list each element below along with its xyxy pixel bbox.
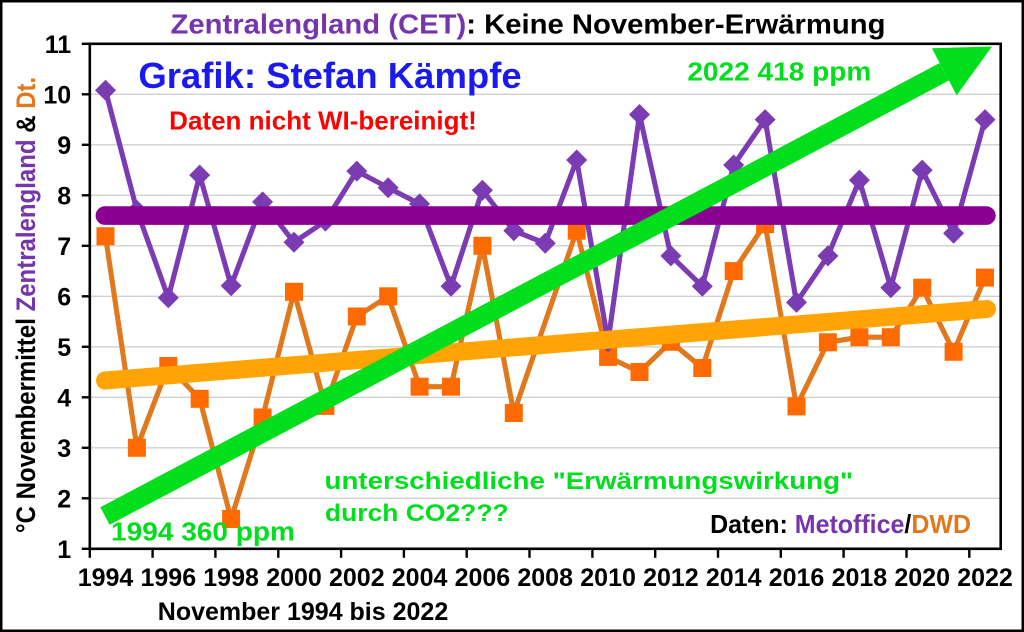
svg-text:2016: 2016 bbox=[769, 564, 825, 592]
svg-text:2018: 2018 bbox=[832, 564, 888, 592]
svg-text:2010: 2010 bbox=[580, 564, 636, 592]
svg-text:2008: 2008 bbox=[517, 564, 573, 592]
svg-text:1996: 1996 bbox=[140, 564, 196, 592]
svg-text:2000: 2000 bbox=[266, 564, 322, 592]
svg-text:1994 360 ppm: 1994 360 ppm bbox=[111, 518, 295, 547]
svg-text:2022: 2022 bbox=[957, 564, 1013, 592]
svg-text:2012: 2012 bbox=[643, 564, 699, 592]
svg-text:2006: 2006 bbox=[455, 564, 511, 592]
svg-text:Daten nicht WI-bereinigt!: Daten nicht WI-bereinigt! bbox=[169, 106, 477, 136]
svg-text:8: 8 bbox=[57, 182, 71, 210]
svg-text:1994: 1994 bbox=[78, 564, 134, 592]
svg-text:2022 418 ppm: 2022 418 ppm bbox=[687, 58, 871, 87]
svg-text:11: 11 bbox=[45, 31, 72, 59]
svg-text:2004: 2004 bbox=[392, 564, 448, 592]
svg-text:2: 2 bbox=[57, 485, 71, 513]
svg-text:4: 4 bbox=[57, 384, 71, 412]
svg-text:7: 7 bbox=[57, 233, 71, 261]
svg-text:2014: 2014 bbox=[706, 564, 762, 592]
svg-text:2020: 2020 bbox=[894, 564, 950, 592]
svg-text:2002: 2002 bbox=[329, 564, 385, 592]
svg-text:10: 10 bbox=[43, 81, 71, 109]
svg-text:3: 3 bbox=[57, 435, 71, 463]
svg-text:durch CO2???: durch CO2??? bbox=[325, 500, 509, 527]
svg-text:November 1994 bis 2022: November 1994 bis 2022 bbox=[158, 598, 448, 626]
svg-text:Zentralengland (CET): Keine No: Zentralengland (CET): Keine November-Erw… bbox=[170, 9, 885, 40]
svg-text:°C Novembermittel Zentralengla: °C Novembermittel Zentralengland & Dt. bbox=[12, 77, 41, 533]
svg-text:Grafik: Stefan Kämpfe: Grafik: Stefan Kämpfe bbox=[138, 55, 521, 96]
svg-text:unterschiedliche "Erwärmungswi: unterschiedliche "Erwärmungswirkung" bbox=[325, 467, 854, 495]
svg-text:6: 6 bbox=[57, 283, 71, 311]
svg-text:5: 5 bbox=[57, 334, 71, 362]
svg-text:9: 9 bbox=[57, 132, 71, 160]
svg-text:Daten: Metoffice/DWD: Daten: Metoffice/DWD bbox=[710, 511, 971, 539]
svg-text:1: 1 bbox=[57, 536, 71, 564]
svg-text:1998: 1998 bbox=[203, 564, 259, 592]
